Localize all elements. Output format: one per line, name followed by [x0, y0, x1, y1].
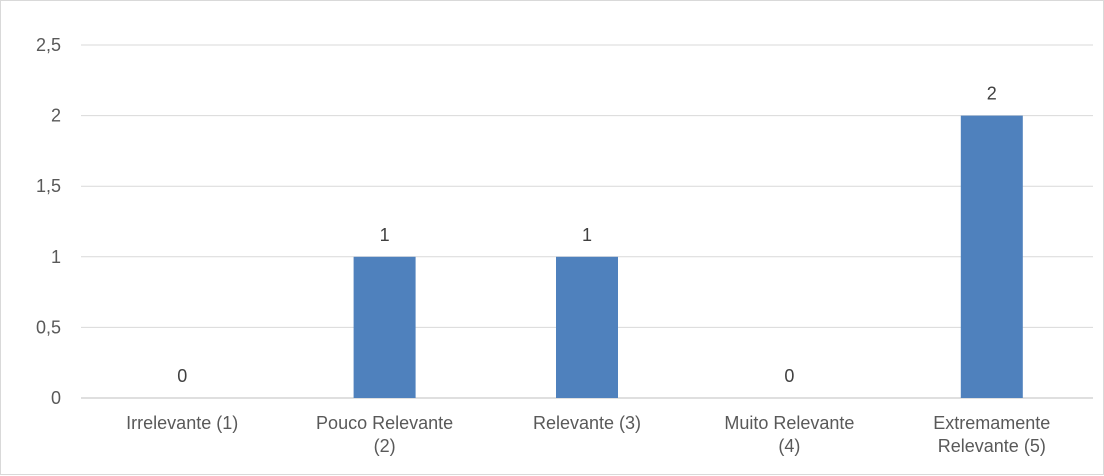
bar: [353, 256, 416, 398]
data-label: 0: [784, 366, 794, 386]
data-label: 1: [582, 225, 592, 245]
bars: [353, 115, 1023, 398]
y-tick-label: 2: [51, 106, 61, 126]
x-category-label: Extremamente Relevante (5): [933, 413, 1050, 456]
gridlines: [81, 44, 1093, 399]
y-tick-label: 0,5: [36, 317, 61, 337]
y-tick-label: 2,5: [36, 35, 61, 55]
bar: [556, 256, 618, 398]
y-tick-label: 1: [51, 247, 61, 267]
x-axis-category-labels: Irrelevante (1) Pouco Relevante (2) Relevan…: [126, 413, 1050, 456]
bar: [960, 115, 1023, 398]
x-category-label: Irrelevante (1): [126, 413, 238, 433]
x-category-label: Relevante (3): [533, 413, 641, 433]
data-label: 0: [177, 366, 187, 386]
data-label: 2: [987, 84, 997, 104]
x-category-label: Muito Relevante (4): [724, 413, 854, 456]
data-labels: 0 1 1 0 2: [177, 84, 997, 386]
y-tick-label: 1,5: [36, 176, 61, 196]
data-label: 1: [380, 225, 390, 245]
y-tick-label: 0: [51, 388, 61, 408]
y-axis-tick-labels: 0 0,5 1 1,5 2 2,5: [36, 35, 61, 408]
x-category-label: Pouco Relevante (2): [316, 413, 453, 456]
